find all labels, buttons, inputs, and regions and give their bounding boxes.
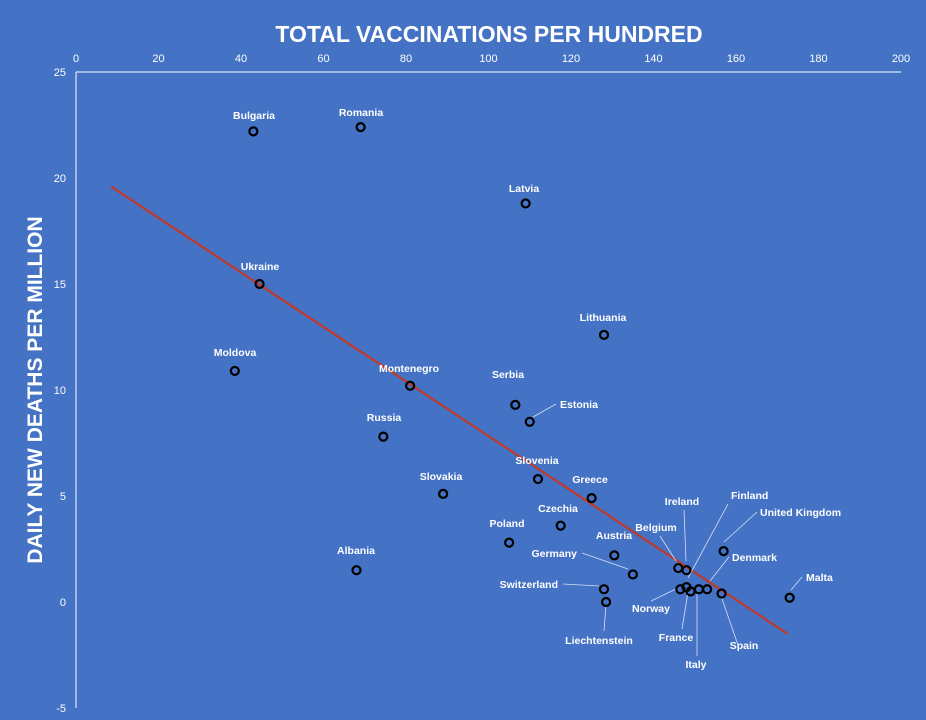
y-tick-label: 5 <box>60 491 66 503</box>
x-tick-label: 140 <box>644 53 662 65</box>
label-estonia: Estonia <box>560 399 598 411</box>
leader-ireland <box>683 509 687 562</box>
chart-title: TOTAL VACCINATIONS PER HUNDRED <box>275 21 702 47</box>
x-tick-label: 40 <box>235 53 247 65</box>
y-tick-labels: -5 0 5 10 15 20 25 <box>54 67 66 715</box>
point-slovakia <box>438 488 449 499</box>
y-tick-label: 25 <box>54 67 66 79</box>
x-tick-label: 60 <box>317 53 329 65</box>
leader-estonia <box>532 403 557 418</box>
label-united-kingdom: United Kingdom <box>760 507 841 519</box>
point-slovenia <box>532 473 544 485</box>
label-belgium: Belgium <box>635 522 676 534</box>
label-czechia: Czechia <box>538 503 578 515</box>
point-labels: Bulgaria Romania Latvia Ukraine Lithuania Mol… <box>214 107 841 671</box>
x-tick-label: 20 <box>152 53 164 65</box>
label-slovakia: Slovakia <box>420 471 463 483</box>
x-tick-label: 120 <box>562 53 580 65</box>
label-romania: Romania <box>339 107 384 119</box>
y-tick-label: 10 <box>54 385 66 397</box>
leader-france <box>681 591 689 630</box>
point-malta <box>784 592 795 603</box>
leader-liechtenstein <box>603 604 607 632</box>
point-united-kingdom <box>718 546 729 557</box>
point-spain <box>716 588 727 599</box>
point-norway <box>675 584 686 595</box>
label-russia: Russia <box>367 412 402 424</box>
point-montenegro <box>405 380 416 391</box>
label-finland: Finland <box>731 490 768 502</box>
label-norway: Norway <box>632 603 670 615</box>
label-bulgaria: Bulgaria <box>233 110 275 122</box>
label-austria: Austria <box>596 530 632 542</box>
leader-finland <box>687 503 729 579</box>
data-points <box>229 122 795 608</box>
leader-denmark <box>709 556 730 582</box>
leader-germany <box>581 552 629 570</box>
label-latvia: Latvia <box>509 183 540 195</box>
leader-belgium <box>659 535 677 562</box>
point-bulgaria <box>248 126 259 137</box>
y-tick-label: 15 <box>54 279 66 291</box>
label-slovenia: Slovenia <box>515 455 558 467</box>
leader-spain <box>720 595 739 646</box>
label-liechtenstein: Liechtenstein <box>565 635 633 647</box>
leader-norway <box>650 588 677 602</box>
point-czechia <box>555 520 566 531</box>
point-poland <box>504 537 515 548</box>
point-lithuania <box>598 329 610 340</box>
point-italy <box>693 584 704 595</box>
point-denmark <box>702 584 713 595</box>
point-belgium <box>673 562 684 574</box>
label-leader-lines <box>532 403 803 656</box>
x-tick-label: 80 <box>400 53 412 65</box>
point-austria <box>609 550 620 561</box>
y-tick-label: 0 <box>60 597 66 609</box>
label-malta: Malta <box>806 572 833 584</box>
label-germany: Germany <box>531 548 577 560</box>
point-russia <box>378 431 389 442</box>
x-tick-labels: 0 20 40 60 80 100 120 140 160 180 200 <box>73 53 910 65</box>
x-tick-label: 0 <box>73 53 79 65</box>
y-tick-label: -5 <box>56 703 66 715</box>
x-tick-label: 180 <box>809 53 827 65</box>
point-estonia <box>524 416 535 427</box>
point-romania <box>355 122 366 133</box>
leader-malta <box>790 576 803 591</box>
label-poland: Poland <box>489 518 524 530</box>
label-spain: Spain <box>730 640 759 652</box>
point-latvia <box>520 198 531 209</box>
point-ireland <box>681 565 692 576</box>
label-denmark: Denmark <box>732 552 777 564</box>
label-serbia: Serbia <box>492 369 524 381</box>
point-ukraine <box>254 278 265 290</box>
point-moldova <box>229 365 240 377</box>
label-switzerland: Switzerland <box>500 579 558 591</box>
leader-united-kingdom <box>723 511 758 543</box>
label-moldova: Moldova <box>214 347 257 359</box>
label-italy: Italy <box>685 659 706 671</box>
label-albania: Albania <box>337 545 375 557</box>
label-ukraine: Ukraine <box>241 261 280 273</box>
label-france: France <box>659 632 694 644</box>
label-montenegro: Montenegro <box>379 363 439 375</box>
point-germany <box>627 569 638 580</box>
label-greece: Greece <box>572 474 608 486</box>
point-serbia <box>510 399 521 410</box>
y-tick-label: 20 <box>54 173 66 185</box>
point-albania <box>351 565 362 576</box>
label-lithuania: Lithuania <box>580 312 627 324</box>
leader-switzerland <box>562 583 600 587</box>
y-axis-title: DAILY NEW DEATHS PER MILLION <box>24 216 47 563</box>
label-ireland: Ireland <box>665 496 699 508</box>
x-tick-label: 100 <box>479 53 497 65</box>
point-liechtenstein <box>600 596 612 608</box>
point-switzerland <box>598 584 610 595</box>
point-greece <box>586 493 597 504</box>
x-tick-label: 160 <box>727 53 745 65</box>
x-tick-label: 200 <box>892 53 910 65</box>
